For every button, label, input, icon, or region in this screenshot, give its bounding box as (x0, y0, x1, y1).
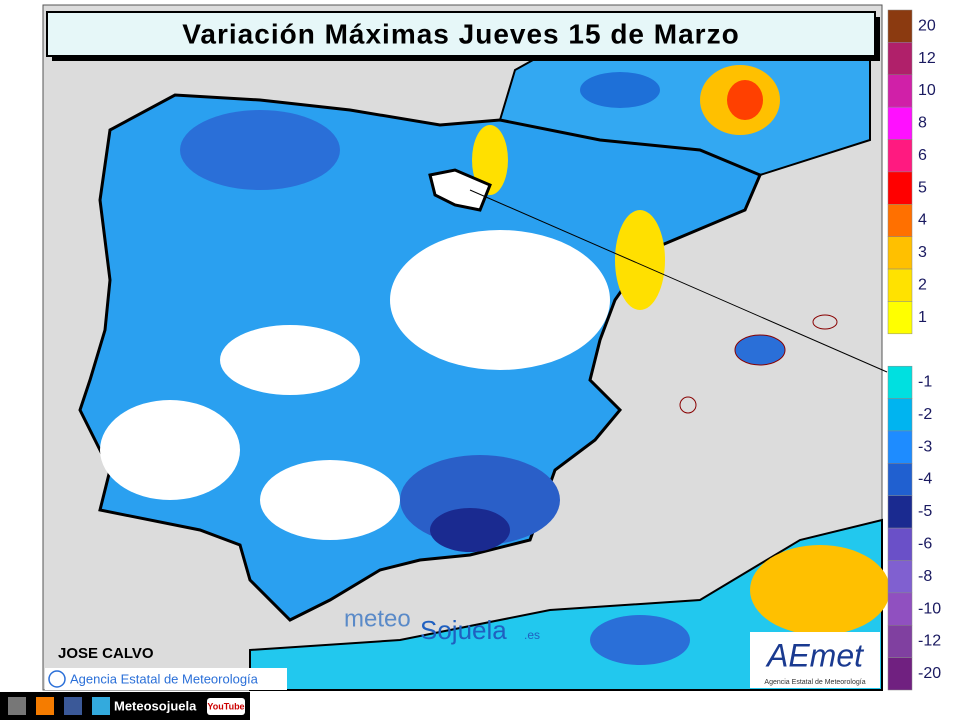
legend-label: 12 (918, 50, 936, 67)
warm-area (472, 125, 508, 195)
legend-swatch (887, 365, 913, 399)
warm-area (727, 80, 763, 120)
legend-label: -10 (918, 600, 941, 617)
cold-area (580, 72, 660, 108)
footer-site: Meteosojuela (114, 698, 197, 713)
cold-area (430, 508, 510, 552)
island (812, 314, 838, 330)
la-rioja (428, 168, 492, 212)
icon (92, 697, 110, 715)
watermark: Sojuela (420, 615, 507, 645)
legend-label: 6 (918, 147, 927, 164)
copyright: Agencia Estatal de Meteorología (70, 671, 259, 686)
legend-swatch (887, 236, 913, 270)
legend-label: -1 (918, 374, 932, 391)
legend-swatch (887, 398, 913, 432)
warm-area (750, 545, 890, 635)
neutral-area (100, 400, 240, 500)
legend-label: 8 (918, 115, 927, 132)
cold-area (590, 615, 690, 665)
legend-swatch (887, 560, 913, 594)
neutral-area (260, 460, 400, 540)
legend-swatch (887, 527, 913, 561)
warm-area (615, 210, 665, 310)
legend-label: 5 (918, 179, 927, 196)
legend-label: 10 (918, 82, 936, 99)
island (734, 334, 786, 366)
legend-label: -2 (918, 406, 932, 423)
legend-label: -20 (918, 665, 941, 682)
logo: AEmet (765, 637, 864, 673)
legend-swatch (887, 106, 913, 140)
icon (8, 697, 26, 715)
legend-label: 20 (918, 17, 936, 34)
legend-label: -6 (918, 536, 932, 553)
legend-swatch (887, 171, 913, 205)
legend-swatch (887, 42, 913, 76)
legend-swatch (887, 624, 913, 658)
legend-label: -8 (918, 568, 932, 585)
copyright-box (45, 668, 287, 690)
legend-label: -5 (918, 503, 932, 520)
title-box (46, 11, 876, 57)
legend-label: 4 (918, 212, 927, 229)
neutral-area (220, 325, 360, 395)
legend-swatch (887, 74, 913, 108)
neutral-area (390, 230, 610, 370)
pointer-line (469, 189, 888, 373)
icon (64, 697, 82, 715)
legend-label: 2 (918, 276, 927, 293)
logo-box (750, 632, 880, 688)
legend-swatch (887, 139, 913, 173)
cold-area (180, 110, 340, 190)
legend-swatch (887, 592, 913, 626)
legend-label: 1 (918, 309, 927, 326)
legend-swatch (887, 657, 913, 691)
legend-label: -12 (918, 633, 941, 650)
legend-swatch (887, 268, 913, 302)
watermark-suffix: .es (524, 628, 540, 642)
legend: 20 12 10 8 6 5 4 3 2 1 -1 -2 -3 -4 -5 -6 -8 -10 -12 -20 (887, 9, 941, 691)
legend-label: -3 (918, 438, 932, 455)
legend-label: 3 (918, 244, 927, 261)
copyright-icon (48, 670, 66, 688)
title: Variación Máximas Jueves 15 de Marzo (182, 18, 739, 49)
icon (36, 697, 54, 715)
legend-swatch (887, 9, 913, 43)
legend-swatch (887, 495, 913, 529)
footer-video: YouTube (207, 701, 244, 711)
legend-label: -4 (918, 471, 932, 488)
legend-swatch (887, 301, 913, 335)
logo-subtitle: Agencia Estatal de Meteorología (764, 679, 865, 686)
island (679, 396, 697, 414)
legend-swatch (887, 463, 913, 496)
author: JOSE CALVO (58, 645, 154, 662)
youtube-badge (207, 698, 245, 715)
legend-swatch (887, 430, 913, 464)
watermark: meteo (344, 605, 411, 632)
africa (249, 518, 883, 691)
legend-swatch (887, 204, 913, 237)
